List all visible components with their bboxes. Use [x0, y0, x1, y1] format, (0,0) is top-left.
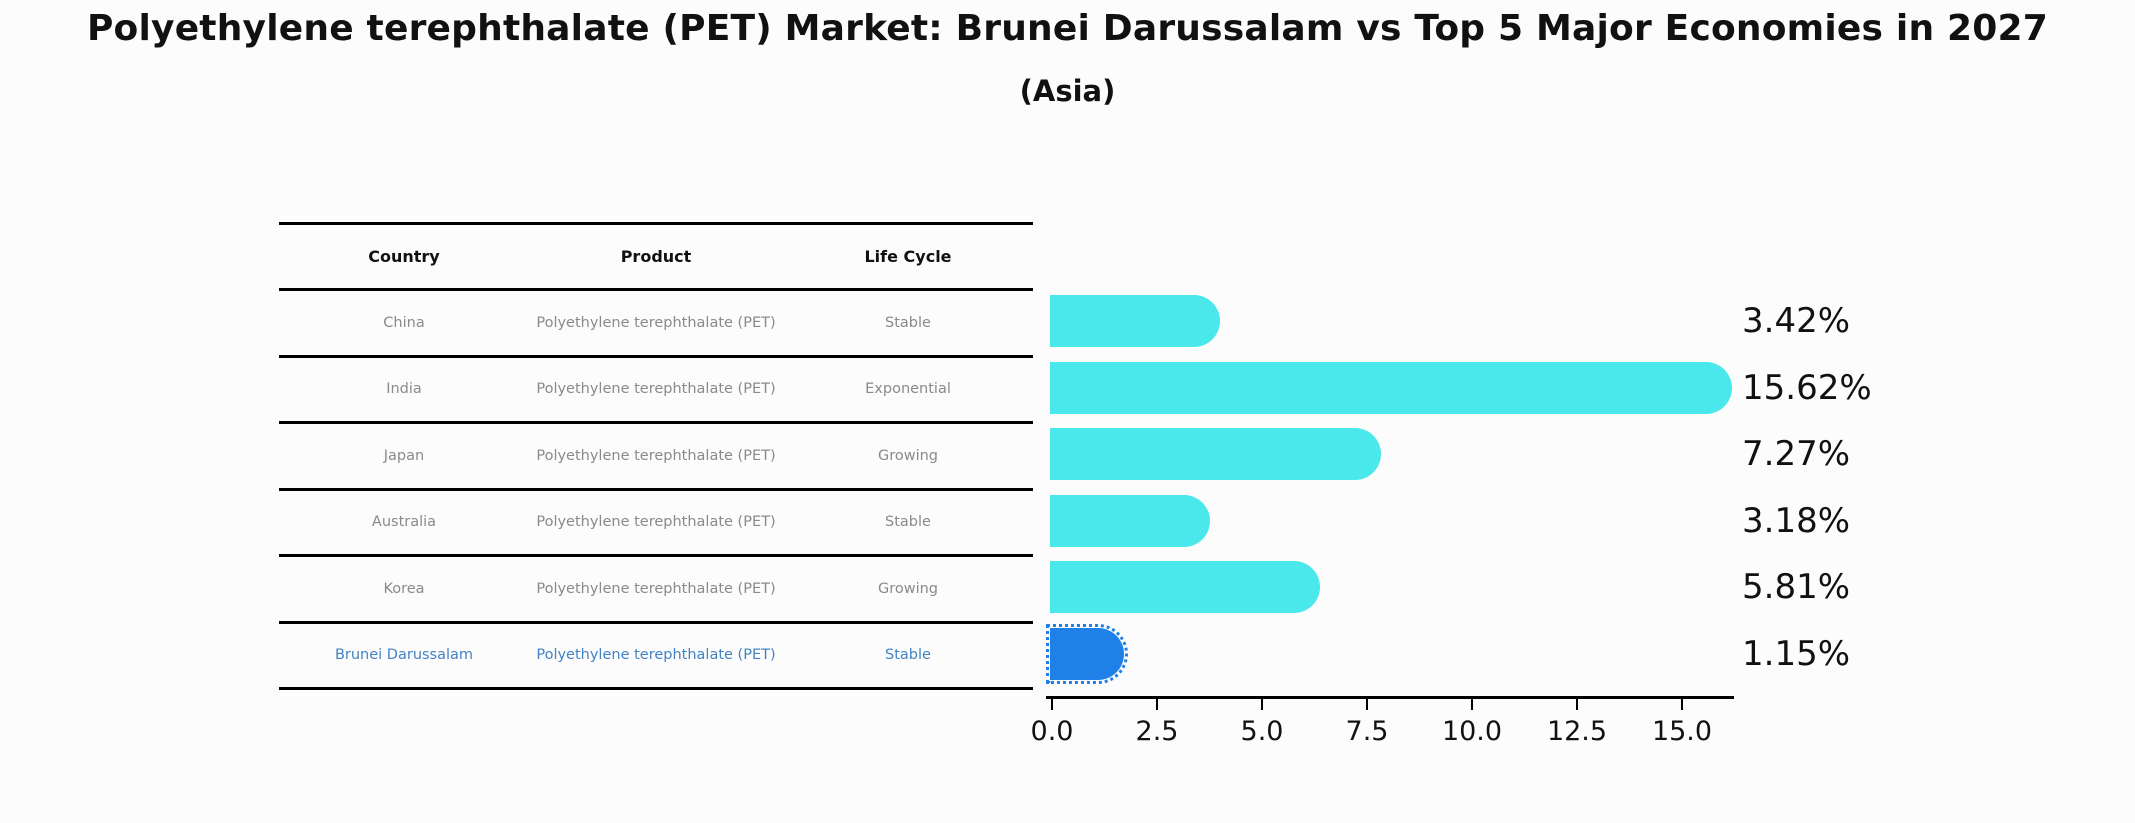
bar — [1050, 561, 1321, 614]
x-axis-tick-mark — [1261, 699, 1263, 710]
product-cell: Polyethylene terephthalate (PET) — [536, 381, 776, 398]
x-axis-tick-label: 12.5 — [1546, 716, 1608, 747]
x-axis-tick-mark — [1471, 699, 1473, 710]
table-body: China Polyethylene terephthalate (PET) Sta… — [279, 291, 1033, 690]
life-cycle-cell: Growing — [877, 447, 939, 464]
value-label: 3.18% — [1742, 500, 1851, 541]
table-header-row: Country Product Life Cycle — [279, 225, 1033, 291]
x-axis-tick-mark — [1681, 699, 1683, 710]
x-axis-tick-mark — [1576, 699, 1578, 710]
product-cell: Polyethylene terephthalate (PET) — [536, 514, 776, 531]
data-table: Country Product Life Cycle China Polyethy… — [279, 222, 1033, 690]
table-row: Australia Polyethylene terephthalate (PET… — [279, 491, 1033, 557]
x-axis-tick-label: 7.5 — [1345, 716, 1389, 747]
life-cycle-cell: Growing — [877, 580, 939, 597]
x-axis-tick-label: 5.0 — [1240, 716, 1284, 747]
product-cell: Polyethylene terephthalate (PET) — [536, 580, 776, 597]
table-row: Brunei Darussalam Polyethylene terephthal… — [279, 624, 1033, 690]
country-cell: China — [383, 314, 425, 331]
product-cell: Polyethylene terephthalate (PET) — [536, 647, 776, 664]
product-cell: Polyethylene terephthalate (PET) — [536, 314, 776, 331]
x-axis-tick-label: 15.0 — [1651, 716, 1713, 747]
highlight-bar — [1045, 623, 1129, 684]
table-row: Korea Polyethylene terephthalate (PET) Gro… — [279, 557, 1033, 624]
value-label: 7.27% — [1742, 434, 1851, 475]
x-axis-tick-label: 2.5 — [1135, 716, 1179, 747]
value-label: 15.62% — [1742, 367, 1872, 408]
value-label: 5.81% — [1742, 567, 1851, 608]
bar — [1050, 295, 1220, 348]
x-axis-tick-label: 0.0 — [1030, 716, 1074, 747]
country-cell: Australia — [371, 514, 437, 531]
x-axis-tick-mark — [1366, 699, 1368, 710]
life-cycle-cell: Stable — [885, 514, 931, 531]
table-row: Japan Polyethylene terephthalate (PET) Gro… — [279, 424, 1033, 491]
life-cycle-cell: Stable — [885, 647, 931, 664]
value-label: 3.42% — [1742, 301, 1851, 342]
life-cycle-cell: Stable — [885, 314, 931, 331]
column-header-product: Product — [620, 247, 692, 266]
x-axis-tick-label: 10.0 — [1441, 716, 1503, 747]
country-cell: Japan — [383, 447, 425, 464]
table-row: India Polyethylene terephthalate (PET) Exp… — [279, 358, 1033, 424]
x-axis-tick-mark — [1156, 699, 1158, 710]
chart-title: Polyethylene terephthalate (PET) Market:… — [86, 8, 2049, 49]
bar — [1050, 428, 1382, 481]
value-label: 1.15% — [1742, 633, 1851, 674]
country-cell: Brunei Darussalam — [334, 647, 474, 664]
product-cell: Polyethylene terephthalate (PET) — [536, 447, 776, 464]
column-header-life-cycle: Life Cycle — [864, 247, 952, 266]
x-axis-tick-mark — [1051, 699, 1053, 710]
bar — [1050, 361, 1733, 414]
life-cycle-cell: Exponential — [865, 381, 951, 398]
x-axis-line — [1046, 696, 1734, 699]
bar — [1050, 494, 1210, 547]
chart-subtitle: (Asia) — [1019, 74, 1116, 108]
country-cell: Korea — [383, 580, 425, 597]
country-cell: India — [386, 381, 422, 398]
table-row: China Polyethylene terephthalate (PET) Sta… — [279, 291, 1033, 358]
column-header-country: Country — [368, 247, 440, 266]
